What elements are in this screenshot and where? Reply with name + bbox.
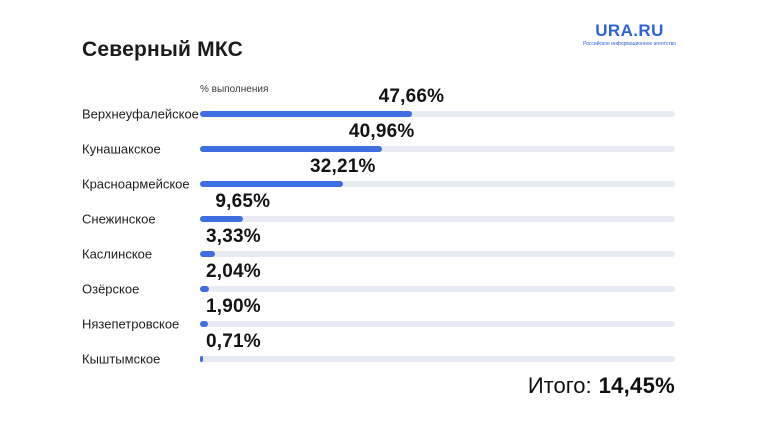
bar-track — [200, 321, 675, 327]
value-label: 32,21% — [309, 156, 376, 177]
category-label: Красноармейское — [82, 176, 190, 192]
bar — [200, 146, 382, 152]
chart-row: Красноармейское 32,21% — [82, 156, 675, 192]
axis-label-percent-completion: % выполнения — [200, 84, 269, 95]
category-label: Нязепетровское — [82, 316, 180, 332]
total-label: Итого: — [527, 373, 592, 398]
chart-row: Нязепетровское 1,90% — [82, 296, 675, 332]
chart-row: Снежинское 9,65% — [82, 191, 675, 227]
bar-track — [200, 181, 675, 187]
bar-area: 32,21% — [200, 156, 675, 191]
page-title: Северный МКС — [82, 38, 243, 61]
chart-row: Каслинское 3,33% — [82, 226, 675, 262]
bar — [200, 111, 412, 117]
bar-track — [200, 356, 675, 362]
bar-track — [200, 111, 675, 117]
chart-row: Верхнеуфалейское 47,66% — [82, 86, 675, 122]
bar-area: 9,65% — [200, 191, 675, 226]
bar — [200, 251, 215, 257]
bar-area: 0,71% — [200, 331, 675, 366]
total-value: 14,45% — [598, 373, 675, 398]
bar-track — [200, 251, 675, 257]
category-label: Верхнеуфалейское — [82, 106, 199, 122]
value-label: 9,65% — [215, 191, 271, 212]
category-label: Каслинское — [82, 246, 153, 262]
category-label: Кунашакское — [82, 141, 161, 157]
value-label: 47,66% — [378, 86, 445, 107]
bar — [200, 181, 343, 187]
bar — [200, 356, 204, 362]
value-label: 2,04% — [206, 261, 261, 282]
bar — [200, 321, 209, 327]
chart-row: Кунашакское 40,96% — [82, 121, 675, 157]
bar-area: 47,66% — [200, 86, 675, 121]
logo-wordmark: URA.RU — [595, 21, 664, 40]
value-label: 1,90% — [206, 296, 261, 317]
chart-row: Кыштымское 0,71% — [82, 331, 675, 367]
total-line: Итого: 14,45% — [528, 373, 675, 399]
bar-area: 1,90% — [200, 296, 675, 331]
bar-track — [200, 286, 675, 292]
ura-ru-logo: URA.RU Российское информационное агентст… — [583, 21, 676, 48]
bar-area: 2,04% — [200, 261, 675, 296]
chart-row: Озёрское 2,04% — [82, 261, 675, 297]
value-label: 40,96% — [348, 121, 415, 142]
value-label: 0,71% — [206, 331, 261, 352]
bar-area: 3,33% — [200, 226, 675, 261]
logo-subtitle: Российское информационное агентство — [583, 41, 676, 47]
bar-track — [200, 216, 675, 222]
bar — [200, 216, 243, 222]
category-label: Кыштымское — [82, 351, 161, 367]
value-label: 3,33% — [206, 226, 261, 247]
category-label: Озёрское — [82, 281, 140, 297]
bar — [200, 286, 210, 292]
category-label: Снежинское — [82, 211, 156, 227]
bar-track — [200, 146, 675, 152]
bar-area: 40,96% — [200, 121, 675, 156]
